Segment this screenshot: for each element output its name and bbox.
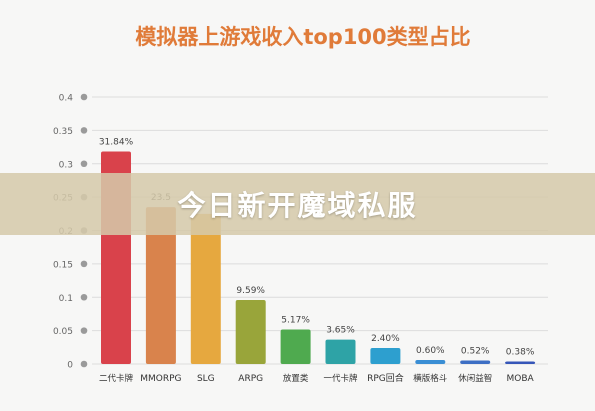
y-tick-dot <box>80 93 88 101</box>
bar-value-label: 0.52% <box>461 347 490 357</box>
bar <box>505 361 536 364</box>
y-tick-label: 0.35 <box>53 127 73 137</box>
y-tick-label: 0.3 <box>59 160 73 170</box>
x-tick-label: 二代卡牌 <box>99 373 134 384</box>
y-tick-dot <box>80 360 88 368</box>
x-tick-label: 休闲益智 <box>458 373 492 384</box>
x-tick-label: RPG回合 <box>367 372 404 384</box>
x-tick-label: MMORPG <box>140 374 181 384</box>
banner-overlay: 今日新开魔域私服 <box>0 173 595 235</box>
y-tick-dot <box>80 293 88 301</box>
chart-title: 模拟器上游戏收入top100类型占比 <box>135 25 470 49</box>
y-tick-dot <box>80 127 88 134</box>
y-tick-label: 0.1 <box>59 294 73 304</box>
bar-value-label: 5.17% <box>281 315 310 325</box>
bar <box>190 213 221 364</box>
bars: 31.84%23.59.59%5.17%3.65%2.40%0.60%0.52%… <box>99 137 536 364</box>
y-tick-dot <box>80 260 88 268</box>
y-tick-dot <box>80 160 88 168</box>
bar <box>145 207 176 364</box>
x-tick-label: 一代卡牌 <box>323 373 358 384</box>
x-tick-label: ARPG <box>238 374 263 384</box>
bar-value-label: 0.38% <box>506 347 535 357</box>
bar-value-label: 2.40% <box>371 334 400 344</box>
y-tick-label: 0.4 <box>59 94 74 104</box>
y-tick-label: 0 <box>67 361 73 371</box>
x-tick-label: 横版格斗 <box>413 373 448 384</box>
bar <box>415 359 446 364</box>
x-axis: 二代卡牌 MMORPG SLG ARPG 放置类 一代卡牌 RPG回合 横版格斗 休闲益智 MOB… <box>99 372 535 384</box>
bar <box>325 339 356 364</box>
y-tick-label: 0.15 <box>53 260 73 270</box>
bar <box>280 329 311 364</box>
banner-text: 今日新开魔域私服 <box>177 189 418 222</box>
bar-value-label: 0.60% <box>416 346 445 356</box>
y-tick-label: 0.05 <box>53 327 73 337</box>
bar <box>235 299 266 364</box>
bar <box>460 360 491 364</box>
bar-value-label: 9.59% <box>236 286 265 296</box>
x-tick-label: 放置类 <box>283 373 309 384</box>
bar-value-label: 3.65% <box>326 326 355 336</box>
y-tick-dot <box>80 327 88 334</box>
bar-value-label: 31.84% <box>99 137 134 147</box>
bar <box>370 347 401 364</box>
x-tick-label: MOBA <box>507 374 535 384</box>
x-tick-label: SLG <box>197 374 215 384</box>
